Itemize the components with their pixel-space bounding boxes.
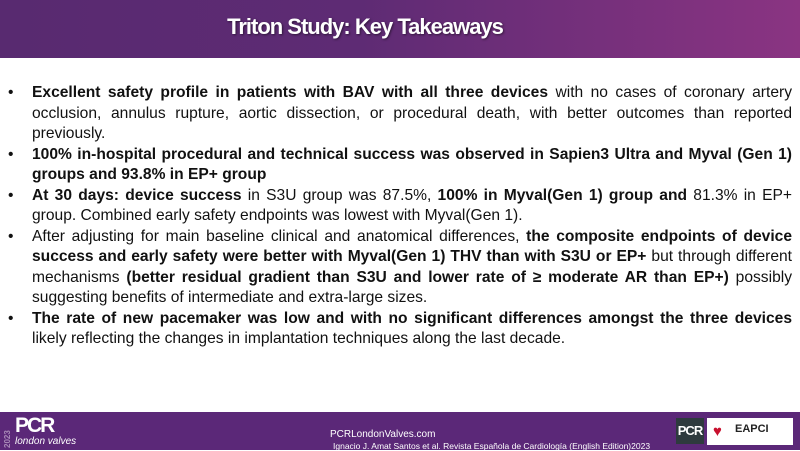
body-text: in S3U group was 87.5%, xyxy=(241,186,438,204)
bullet-icon: • xyxy=(8,186,14,204)
body-text: After adjusting for main baseline clinic… xyxy=(32,227,527,245)
eapci-logo: ♥ EAPCI xyxy=(707,418,793,445)
bullet-item: • 100% in-hospital procedural and technic… xyxy=(8,145,792,186)
eapci-text: EAPCI xyxy=(735,423,769,435)
footer: 2023 PCR london valves PCRLondonValves.c… xyxy=(0,412,800,451)
pcr-badge-logo: PCR xyxy=(676,418,704,444)
body-text: possibly suggesting benefits of intermed… xyxy=(32,268,793,307)
heart-icon: ♥ xyxy=(713,423,722,440)
takeaways-list: • Excellent safety profile in patients wi… xyxy=(8,83,792,350)
bullet-icon: • xyxy=(8,84,14,101)
bold-text: Excellent safety profile in patients wit… xyxy=(32,84,549,101)
bullet-icon: • xyxy=(8,145,14,163)
bullet-item: • Excellent safety profile in patients wi… xyxy=(8,83,792,145)
body-text: 81.3% in EP+ group. Combined early safet… xyxy=(32,186,792,225)
bold-text: The rate of new pacemaker was low and wi… xyxy=(32,309,792,327)
bullet-icon: • xyxy=(8,309,14,327)
bullet-item: • At 30 days: device success in S3U group… xyxy=(8,186,792,227)
bold-text: At 30 days: device success xyxy=(32,186,242,204)
bold-text: the composite endpoints of device succes… xyxy=(32,227,793,266)
bullet-item: • After adjusting for main baseline clini… xyxy=(8,227,792,309)
website-link[interactable]: PCRLondonValves.com xyxy=(330,429,436,440)
bold-text: (better residual gradient than S3U and l… xyxy=(126,268,729,286)
body-text: likely reflecting the changes in implant… xyxy=(32,330,566,347)
bold-text: 100% in Myval(Gen 1) group and xyxy=(437,186,688,204)
bold-text: 100% in-hospital procedural and technica… xyxy=(32,145,792,184)
bullet-item: • The rate of new pacemaker was low and w… xyxy=(8,309,792,350)
slide-title: Triton Study: Key Takeaways xyxy=(227,14,504,39)
body-text: but through different mechanisms xyxy=(32,248,792,286)
citation: Ignacio J. Amat Santos et al. Revista Es… xyxy=(333,441,651,451)
pcr-logo-subtitle: london valves xyxy=(15,436,77,447)
year-label: 2023 xyxy=(3,430,12,448)
bullet-icon: • xyxy=(8,227,14,245)
pcr-logo: PCR xyxy=(15,414,55,437)
body-text: with no cases of coronary artery occlusi… xyxy=(32,84,792,142)
title-bar: Triton Study: Key Takeaways xyxy=(0,0,800,58)
